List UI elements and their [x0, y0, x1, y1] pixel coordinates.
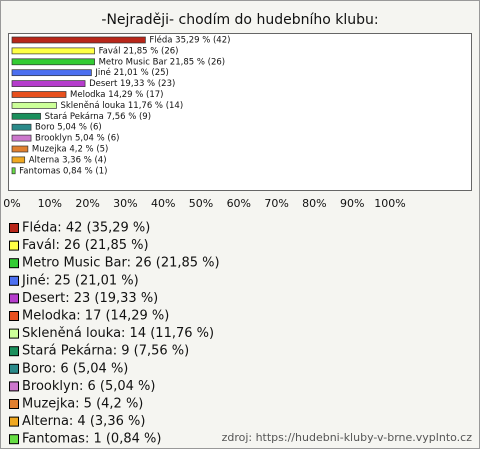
- x-tick-label: 60%: [227, 197, 251, 210]
- legend-label: Melodka: 17 (14,29 %): [22, 309, 169, 324]
- bar: [11, 123, 32, 131]
- bar-label: Fantomas 0,84 % (1): [19, 166, 107, 176]
- x-tick-label: 100%: [374, 197, 405, 210]
- x-tick-label: 80%: [302, 197, 326, 210]
- bar-label: Boro 5,04 % (6): [35, 123, 102, 133]
- legend-swatch: [9, 328, 19, 339]
- x-tick-label: 0%: [3, 197, 20, 210]
- x-tick-label: 40%: [151, 197, 175, 210]
- legend-swatch: [9, 434, 19, 445]
- legend-label: Skleněná louka: 14 (11,76 %): [22, 326, 214, 341]
- legend-label: Desert: 23 (19,33 %): [22, 291, 158, 306]
- legend-label: Fantomas: 1 (0,84 %): [22, 432, 161, 447]
- legend-swatch: [9, 293, 19, 304]
- bar-label: Melodka 14,29 % (17): [70, 90, 163, 100]
- legend-label: Muzejka: 5 (4,2 %): [22, 397, 143, 412]
- legend-swatch: [9, 223, 19, 233]
- chart-title: -Nejraději- chodím do hudebního klubu:: [101, 12, 378, 28]
- x-tick-label: 50%: [189, 197, 213, 210]
- bar: [11, 167, 16, 175]
- bar: [11, 80, 86, 87]
- bar: [11, 36, 146, 44]
- x-tick-label: 10%: [38, 197, 62, 210]
- bar-label: Desert 19,33 % (23): [89, 79, 175, 89]
- legend-label: Boro: 6 (5,04 %): [22, 361, 128, 376]
- legend-label: Favál: 26 (21,85 %): [22, 238, 149, 253]
- x-tick-label: 30%: [113, 197, 137, 210]
- x-tick-label: 90%: [340, 197, 364, 210]
- legend-swatch: [9, 258, 19, 269]
- bar: [11, 134, 32, 142]
- bar-label: Metro Music Bar 21,85 % (26): [99, 57, 226, 67]
- bar: [11, 91, 67, 98]
- legend-swatch: [9, 240, 19, 251]
- legend-label: Jiné: 25 (21,01 %): [21, 273, 139, 288]
- bar-label: Stará Pekárna 7,56 % (9): [45, 112, 151, 122]
- x-tick-label: 20%: [75, 197, 99, 210]
- bar: [11, 145, 29, 153]
- legend-label: Stará Pekárna: 9 (7,56 %): [22, 344, 189, 359]
- legend-swatch: [9, 275, 19, 286]
- bar: [11, 102, 57, 109]
- legend-swatch: [9, 381, 19, 392]
- bar-label: Fléda 35,29 % (42): [149, 35, 230, 46]
- bar: [11, 47, 95, 55]
- legend-label: Fléda: 42 (35,29 %): [22, 221, 150, 236]
- bar-label: Muzejka 4,2 % (5): [32, 145, 109, 155]
- bar: [11, 69, 92, 77]
- legend-swatch: [9, 399, 19, 409]
- bar: [11, 156, 26, 164]
- legend-swatch: [9, 416, 19, 427]
- legend-label: Metro Music Bar: 26 (21,85 %): [22, 256, 220, 271]
- bar-label: Favál 21,85 % (26): [99, 46, 179, 56]
- legend-swatch: [9, 311, 19, 321]
- bar: [11, 112, 41, 120]
- bar-label: Alterna 3,36 % (4): [29, 155, 107, 165]
- x-tick-label: 70%: [264, 197, 288, 210]
- bar-label: Skleněná louka 11,76 % (14): [60, 101, 183, 111]
- legend-label: Alterna: 4 (3,36 %): [22, 414, 145, 429]
- bar-label: Brooklyn 5,04 % (6): [35, 134, 119, 144]
- bar: [11, 58, 95, 66]
- bar-label: Jiné 21,01 % (25): [94, 67, 168, 78]
- legend-swatch: [9, 363, 19, 374]
- legend-swatch: [9, 346, 19, 357]
- legend-label: Brooklyn: 6 (5,04 %): [22, 379, 155, 394]
- source: zdroj: https://hudebni-kluby-v-brne.vypl…: [222, 431, 473, 444]
